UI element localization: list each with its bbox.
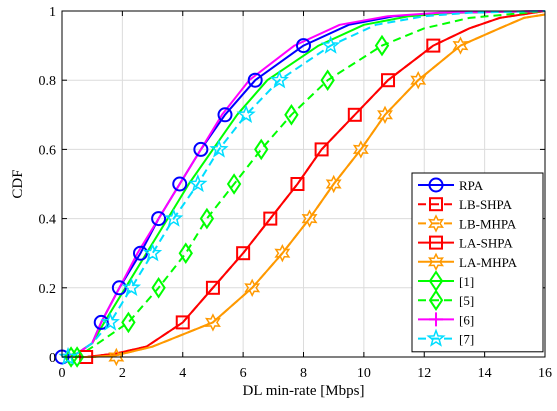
series-marker-lamhpa (301, 209, 318, 228)
series-marker-7 (209, 139, 229, 158)
series-line-6 (61, 10, 546, 358)
series-marker-lashpa (290, 177, 305, 191)
series-marker-lashpa (381, 73, 396, 88)
legend-label-lbshpa: LB-SHPA (459, 197, 513, 212)
series-marker-rpa (193, 141, 209, 157)
series-marker-rpa (217, 107, 233, 123)
legend-marker-rpa (428, 177, 444, 193)
series-marker-rpa (172, 176, 188, 192)
series-marker-lamhpa (410, 71, 427, 90)
series-line-1 (61, 10, 546, 358)
series-marker-7 (269, 70, 289, 89)
x-tick-label: 4 (179, 366, 186, 381)
x-tick-label: 0 (59, 366, 66, 381)
legend-label-5: [5] (459, 293, 474, 308)
series-marker-7 (121, 277, 142, 296)
series-marker-rpa (296, 38, 311, 54)
series-marker-7 (164, 208, 184, 227)
series-marker-5 (284, 103, 299, 126)
series-marker-5 (226, 173, 242, 195)
series-marker-rpa (247, 72, 263, 88)
y-tick-label: 0.2 (39, 282, 57, 297)
y-axis-ticks: 0 0.2 0.4 0.6 0.8 1 (39, 5, 545, 366)
y-tick-label: 0.6 (39, 143, 57, 158)
series-marker-lamhpa (244, 278, 261, 297)
series-marker-5 (178, 242, 193, 265)
series-marker-lamhpa (377, 105, 393, 124)
series-marker-rpa (93, 314, 109, 330)
series-marker-lashpa (175, 315, 190, 330)
x-tick-label: 16 (538, 366, 552, 381)
legend-label-lashpa: LA-SHPA (459, 236, 513, 251)
legend: RPA LB-SHPA LB-MHPA LA-SHPA LA-MHPA [1] [5] [6]… (411, 172, 544, 353)
legend-label-1: [1] (459, 274, 474, 289)
legend-marker-lbmhpa (428, 214, 444, 233)
series-marker-7 (142, 243, 163, 262)
series-marker-5 (121, 311, 136, 334)
y-tick-label: 0 (49, 351, 56, 366)
series-marker-lashpa (263, 211, 278, 226)
series-line-lamhpa (62, 13, 546, 358)
series-lines (61, 10, 546, 358)
legend-label-lbmhpa: LB-MHPA (459, 216, 517, 231)
series-marker-lamhpa (452, 36, 469, 55)
x-tick-label: 14 (478, 366, 492, 381)
x-tick-label: 12 (417, 366, 431, 381)
series-marker-7 (236, 104, 256, 123)
legend-marker-6 (429, 312, 443, 327)
series-marker-5 (374, 34, 390, 57)
legend-label-6: [6] (459, 312, 474, 327)
series-line-lashpa (62, 10, 546, 358)
series-marker-lashpa (236, 246, 251, 261)
y-tick-label: 1 (49, 5, 56, 20)
y-axis-title: CDF (10, 169, 26, 198)
series-marker-lamhpa (325, 174, 342, 194)
series-marker-5 (151, 276, 166, 299)
x-tick-label: 6 (240, 366, 247, 381)
series-marker-lashpa (347, 107, 362, 122)
series-marker-7 (321, 35, 341, 54)
series-marker-lamhpa (352, 140, 369, 159)
x-axis-title: DL min-rate [Mbps] (243, 383, 365, 399)
x-axis-ticks: 0 2 4 6 8 10 12 14 16 (59, 11, 552, 381)
series-marker-lashpa (314, 142, 329, 157)
y-tick-label: 0.4 (39, 213, 57, 228)
x-tick-label: 10 (357, 366, 371, 381)
x-tick-label: 8 (300, 366, 307, 381)
series-marker-5 (254, 138, 269, 161)
legend-label-rpa: RPA (459, 178, 484, 193)
legend-label-lamhpa: LA-MHPA (459, 255, 518, 270)
series-line-5 (62, 10, 546, 358)
series-marker-5 (320, 69, 335, 92)
legend-marker-5 (428, 289, 444, 312)
x-tick-label: 2 (119, 366, 126, 381)
legend-marker-lashpa (429, 235, 443, 250)
series-marker-lashpa (205, 280, 220, 295)
series-marker-7 (100, 312, 120, 331)
legend-marker-lamhpa (428, 252, 444, 271)
series-marker-5 (199, 207, 215, 230)
legend-marker-lbshpa (429, 197, 443, 212)
y-tick-label: 0.8 (39, 74, 57, 89)
series-marker-lashpa (426, 38, 441, 53)
legend-label-7: [7] (459, 332, 474, 347)
series-marker-7 (188, 173, 208, 193)
legend-marker-7 (426, 328, 446, 347)
series-marker-lamhpa (204, 313, 221, 332)
series-marker-rpa (151, 211, 167, 227)
series-marker-lamhpa (274, 244, 291, 263)
